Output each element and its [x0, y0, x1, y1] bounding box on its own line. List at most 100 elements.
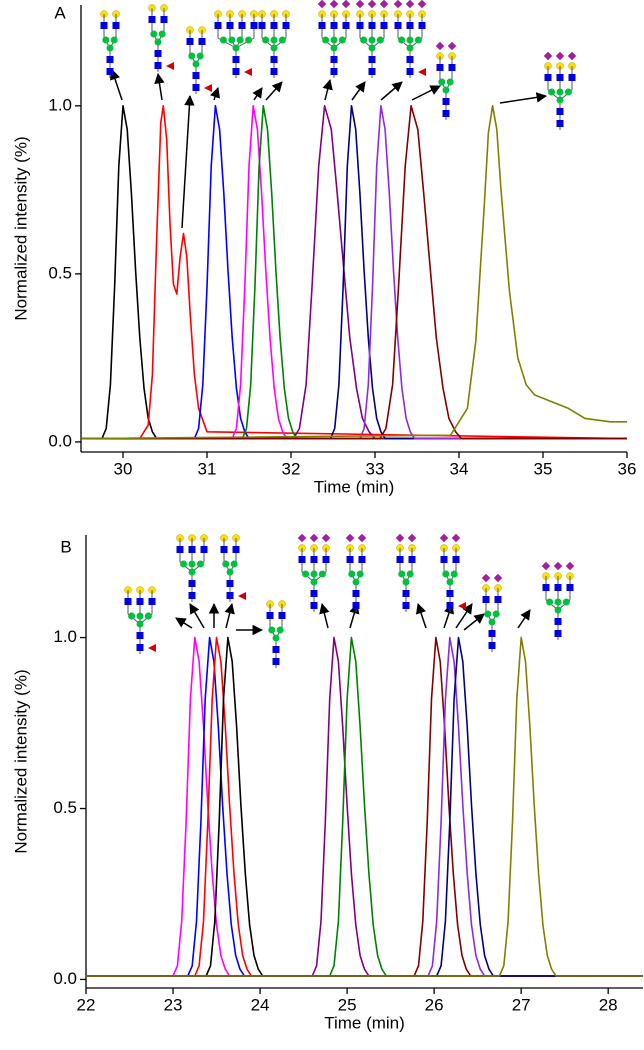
glycan-icon: [395, 533, 417, 612]
glcnac: [188, 580, 196, 587]
glcnac: [192, 72, 200, 79]
y-tick-label: 0.5: [48, 263, 72, 282]
mannose: [546, 598, 554, 606]
sialic-acid: [481, 573, 491, 583]
glcnac: [446, 590, 454, 597]
glcnac: [192, 84, 200, 91]
glcnac: [368, 22, 376, 29]
sialic-acid: [355, 0, 365, 9]
arrow: [455, 603, 473, 629]
glycan-icon: [543, 51, 577, 130]
x-tick-label: 31: [198, 459, 217, 478]
glcnac: [188, 546, 196, 553]
arrow: [154, 72, 165, 101]
glcnac: [406, 22, 414, 29]
glcnac: [310, 602, 318, 609]
arrow: [175, 617, 193, 629]
mannose: [406, 44, 414, 52]
fucose: [204, 84, 212, 92]
mannose: [450, 570, 458, 578]
glcnac: [352, 590, 360, 597]
mannose: [270, 44, 278, 52]
mannose: [262, 36, 270, 44]
glycan-icon: [148, 4, 174, 72]
glcnac: [176, 546, 184, 553]
sialic-acid: [543, 51, 553, 61]
mannose: [442, 570, 450, 578]
mannose: [302, 570, 310, 578]
glycan-icon: [541, 561, 575, 640]
glcnac: [448, 64, 456, 71]
glycan-icon: [186, 26, 212, 94]
y-tick-label: 0.0: [48, 431, 72, 450]
sialic-acid: [297, 533, 307, 543]
arrow: [463, 613, 485, 631]
glcnac: [100, 22, 108, 29]
arrow: [224, 602, 235, 629]
mannose: [278, 36, 286, 44]
arrow: [351, 81, 366, 101]
glcnac: [112, 22, 120, 29]
glycan-icon: [393, 0, 427, 78]
mannose: [322, 36, 330, 44]
arrow: [319, 602, 330, 629]
arrow: [322, 78, 333, 101]
mannose: [310, 578, 318, 586]
x-tick-label: 22: [77, 995, 96, 1014]
glycan-icon: [214, 10, 258, 78]
chromatogram-line: [81, 105, 627, 440]
chromatogram-line: [86, 636, 643, 977]
chromatogram-line: [81, 105, 628, 440]
mannose: [556, 88, 564, 96]
fucose: [238, 592, 246, 600]
chromatogram-line: [86, 636, 643, 977]
chromatogram-line: [81, 105, 627, 440]
sialic-acid: [395, 533, 405, 543]
glcnac: [544, 74, 552, 81]
y-axis-label: Normalized intensity (%): [11, 669, 30, 853]
glcnac: [488, 642, 496, 649]
mannose: [406, 570, 414, 578]
chromatogram-line: [86, 636, 643, 977]
arrow: [265, 81, 283, 101]
chromatogram-line: [81, 105, 627, 440]
glcnac: [238, 22, 246, 29]
mannose: [219, 36, 227, 44]
glcnac: [272, 658, 280, 665]
mannose: [188, 560, 196, 568]
fucose: [244, 68, 252, 76]
glcnac: [394, 22, 402, 29]
sialic-acid: [435, 41, 445, 51]
mannose: [318, 570, 326, 578]
glcnac: [554, 584, 562, 591]
mannose: [442, 86, 450, 94]
glcnac: [270, 56, 278, 63]
fucose: [148, 644, 156, 652]
chromatogram-line: [86, 636, 643, 977]
mannose: [484, 610, 492, 618]
sialic-acid: [541, 561, 551, 571]
mannose: [330, 44, 338, 52]
mannose: [150, 30, 158, 38]
mannose: [446, 578, 454, 586]
chromatogram-line: [86, 636, 643, 977]
mannose: [180, 560, 188, 568]
sialic-acid: [329, 0, 339, 9]
glcnac: [482, 596, 490, 603]
glcnac: [226, 22, 234, 29]
y-axis-label: Normalized intensity (%): [11, 136, 30, 320]
mannose: [348, 570, 356, 578]
x-axis-label: Time (min): [324, 1013, 405, 1032]
glcnac: [556, 120, 564, 127]
chromatogram-line: [86, 636, 643, 977]
sialic-acid: [379, 0, 389, 9]
glcnac: [318, 22, 326, 29]
glcnac: [402, 590, 410, 597]
mannose: [554, 606, 562, 614]
glcnac: [226, 580, 234, 587]
glycan-icon: [124, 586, 156, 654]
glcnac: [418, 22, 426, 29]
arrow: [210, 87, 220, 101]
x-tick-label: 26: [425, 995, 444, 1014]
mannose: [338, 36, 346, 44]
